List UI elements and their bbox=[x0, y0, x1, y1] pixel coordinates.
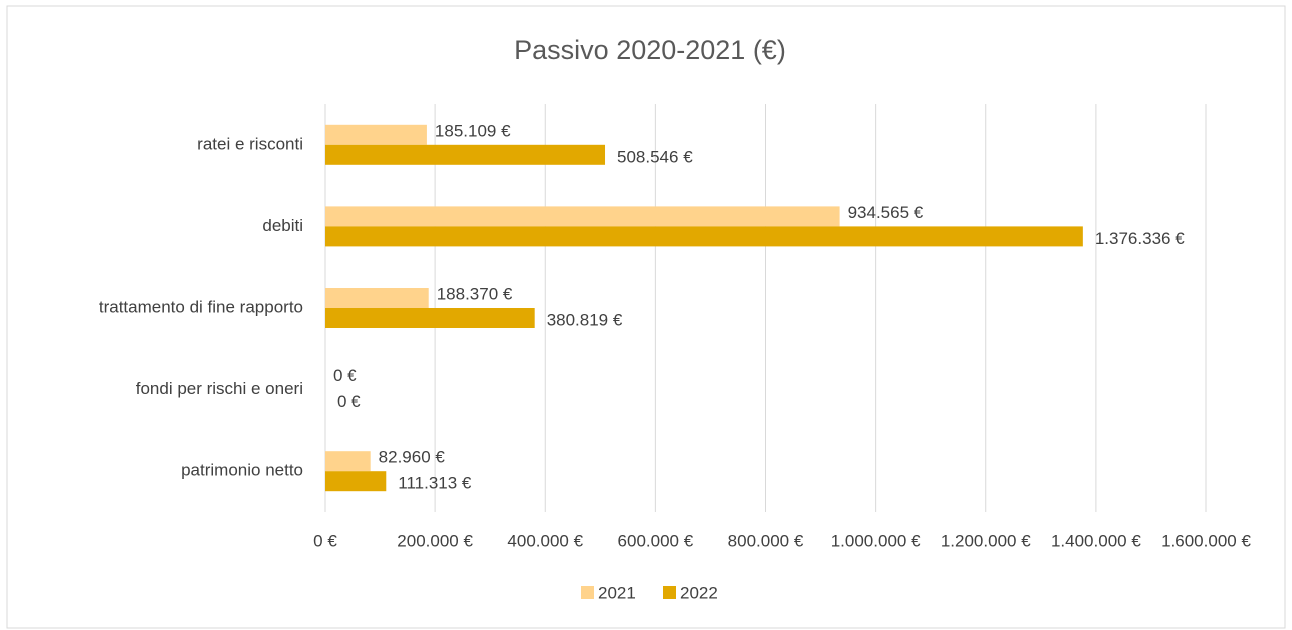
data-label: 934.565 € bbox=[848, 203, 924, 222]
y-tick-label: trattamento di fine rapporto bbox=[99, 297, 303, 316]
bar bbox=[325, 144, 606, 165]
bar bbox=[325, 471, 387, 492]
chart-title: Passivo 2020-2021 (€) bbox=[514, 35, 786, 65]
x-tick-label: 0 € bbox=[313, 531, 337, 550]
x-tick-label: 400.000 € bbox=[507, 531, 583, 550]
data-label: 508.546 € bbox=[617, 147, 693, 166]
x-tick-label: 600.000 € bbox=[618, 531, 694, 550]
data-label: 380.819 € bbox=[547, 310, 623, 329]
y-tick-label: patrimonio netto bbox=[181, 461, 303, 480]
chart-border bbox=[6, 5, 1286, 629]
legend-swatch bbox=[581, 586, 594, 599]
data-label: 111.313 € bbox=[398, 474, 472, 493]
x-tick-label: 1.400.000 € bbox=[1051, 531, 1141, 550]
x-tick-label: 200.000 € bbox=[397, 531, 473, 550]
legend-label: 2022 bbox=[680, 583, 718, 602]
data-label: 0 € bbox=[333, 366, 357, 385]
data-label: 0 € bbox=[337, 392, 361, 411]
data-label: 188.370 € bbox=[437, 284, 513, 303]
data-label: 1.376.336 € bbox=[1095, 229, 1185, 248]
x-tick-label: 1.200.000 € bbox=[941, 531, 1031, 550]
data-label: 82.960 € bbox=[379, 448, 446, 467]
x-tick-label: 1.600.000 € bbox=[1161, 531, 1251, 550]
legend-swatch bbox=[663, 586, 676, 599]
bar bbox=[325, 308, 535, 328]
x-tick-label: 1.000.000 € bbox=[831, 531, 921, 550]
bar bbox=[325, 451, 371, 472]
y-tick-label: ratei e risconti bbox=[197, 134, 303, 153]
data-label: 185.109 € bbox=[435, 121, 511, 140]
y-tick-label: debiti bbox=[262, 216, 303, 235]
bar bbox=[325, 124, 427, 145]
bar bbox=[325, 288, 429, 308]
y-tick-label: fondi per rischi e oneri bbox=[136, 379, 303, 398]
legend-label: 2021 bbox=[598, 583, 636, 602]
bar bbox=[325, 206, 840, 227]
x-tick-label: 800.000 € bbox=[728, 531, 804, 550]
bar bbox=[325, 226, 1083, 247]
